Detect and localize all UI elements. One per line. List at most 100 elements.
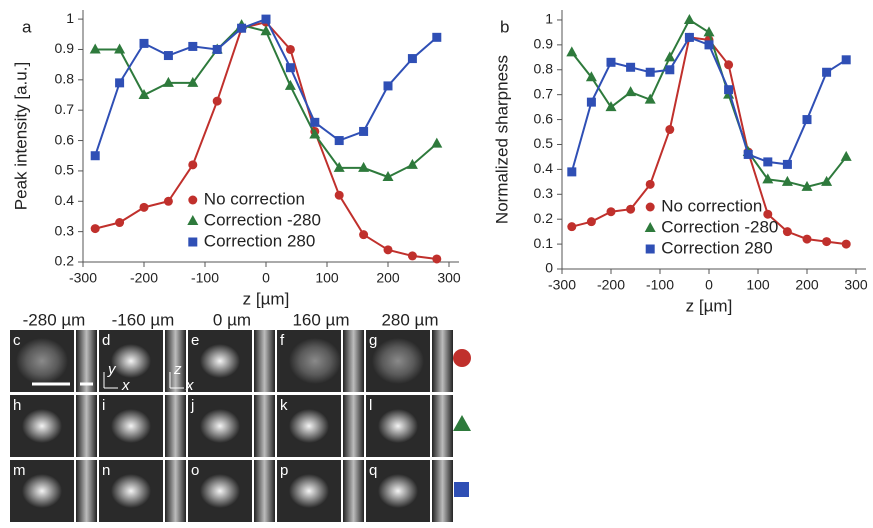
marker bbox=[212, 44, 222, 54]
x-axis-label: z [µm] bbox=[686, 296, 733, 315]
image-spot bbox=[111, 344, 151, 378]
marker bbox=[626, 62, 636, 72]
marker bbox=[606, 207, 616, 217]
y-tick-label: 0.7 bbox=[534, 85, 554, 101]
legend-label: Correction -280 bbox=[661, 217, 778, 236]
marker bbox=[781, 175, 793, 186]
image-spot bbox=[22, 474, 62, 508]
axis-glyph bbox=[103, 372, 184, 389]
y-tick-label: 0.5 bbox=[55, 162, 75, 178]
marker bbox=[334, 136, 344, 146]
y-tick-label: 0.5 bbox=[534, 135, 554, 151]
image-spot bbox=[378, 409, 418, 443]
side-image bbox=[432, 460, 453, 522]
column-header: -280 µm bbox=[23, 310, 86, 329]
legend-label: No correction bbox=[204, 189, 305, 208]
marker bbox=[567, 167, 577, 177]
row-marker bbox=[453, 349, 471, 367]
column-header: 280 µm bbox=[381, 310, 438, 329]
y-axis-label: Peak intensity [a.u.] bbox=[11, 62, 30, 210]
marker bbox=[188, 160, 198, 170]
side-image bbox=[432, 330, 453, 392]
marker bbox=[334, 190, 344, 200]
y-tick-label: 0.6 bbox=[55, 131, 75, 147]
marker bbox=[383, 245, 393, 255]
image-spot bbox=[289, 474, 329, 508]
marker bbox=[212, 96, 222, 106]
marker bbox=[382, 170, 394, 181]
x-axis-label: z [µm] bbox=[243, 289, 290, 308]
marker bbox=[285, 44, 295, 54]
marker bbox=[138, 89, 150, 100]
x-tick-label: -200 bbox=[597, 277, 625, 293]
marker bbox=[163, 196, 173, 206]
side-image bbox=[76, 330, 97, 392]
panel-letter: h bbox=[13, 397, 21, 414]
marker bbox=[310, 117, 320, 127]
marker bbox=[703, 26, 715, 37]
side-image bbox=[343, 395, 364, 457]
marker bbox=[187, 76, 199, 87]
panel-letter: q bbox=[369, 462, 377, 479]
x-tick-label: 300 bbox=[844, 277, 868, 293]
marker bbox=[586, 217, 596, 227]
marker bbox=[333, 161, 345, 172]
column-header: 160 µm bbox=[292, 310, 349, 329]
panel-letter: n bbox=[102, 462, 110, 479]
series-line bbox=[95, 24, 438, 179]
image-spot bbox=[289, 338, 341, 384]
x-tick-label: 0 bbox=[705, 277, 713, 293]
marker bbox=[782, 227, 792, 237]
y-tick-label: 0.8 bbox=[534, 60, 554, 76]
marker bbox=[359, 230, 369, 240]
side-image bbox=[254, 395, 275, 457]
marker bbox=[763, 209, 773, 219]
marker bbox=[284, 79, 296, 90]
column-header: -160 µm bbox=[112, 310, 175, 329]
image-spot bbox=[200, 474, 240, 508]
row-marker bbox=[453, 415, 471, 431]
marker bbox=[724, 85, 734, 95]
y-tick-label: 0.9 bbox=[534, 36, 554, 52]
y-tick-label: 1 bbox=[66, 10, 74, 26]
panel-letter: p bbox=[280, 462, 288, 479]
side-image bbox=[254, 330, 275, 392]
panel-letter: i bbox=[102, 397, 105, 414]
marker bbox=[802, 115, 812, 125]
image-spot bbox=[22, 409, 62, 443]
marker bbox=[163, 51, 173, 61]
marker bbox=[309, 128, 321, 139]
marker bbox=[821, 175, 833, 186]
marker bbox=[644, 93, 656, 104]
marker bbox=[724, 60, 734, 70]
marker bbox=[260, 25, 272, 36]
marker bbox=[90, 151, 100, 161]
legend-label: Correction -280 bbox=[204, 210, 321, 229]
marker bbox=[89, 43, 101, 54]
panel-letter: m bbox=[13, 462, 26, 479]
axis-glyph-label: z bbox=[173, 361, 182, 378]
marker bbox=[665, 125, 675, 135]
marker bbox=[431, 137, 443, 148]
x-tick-label: -100 bbox=[191, 270, 219, 286]
legend-label: Correction 280 bbox=[204, 231, 316, 250]
y-tick-label: 0.6 bbox=[534, 110, 554, 126]
marker bbox=[605, 101, 617, 112]
marker bbox=[664, 51, 676, 62]
panel-letter: e bbox=[191, 332, 199, 349]
panel-letter: c bbox=[13, 332, 21, 349]
x-tick-label: -100 bbox=[646, 277, 674, 293]
side-image bbox=[165, 460, 186, 522]
marker bbox=[432, 32, 442, 42]
y-tick-label: 1 bbox=[545, 11, 553, 27]
marker bbox=[822, 67, 832, 77]
y-tick-label: 0.1 bbox=[534, 235, 554, 251]
legend-marker bbox=[187, 215, 199, 225]
x-tick-label: 200 bbox=[376, 270, 400, 286]
marker bbox=[704, 40, 714, 50]
marker bbox=[801, 180, 813, 191]
panel-letter: f bbox=[280, 332, 285, 349]
panel-letter: j bbox=[190, 397, 194, 414]
legend-marker bbox=[188, 195, 198, 205]
